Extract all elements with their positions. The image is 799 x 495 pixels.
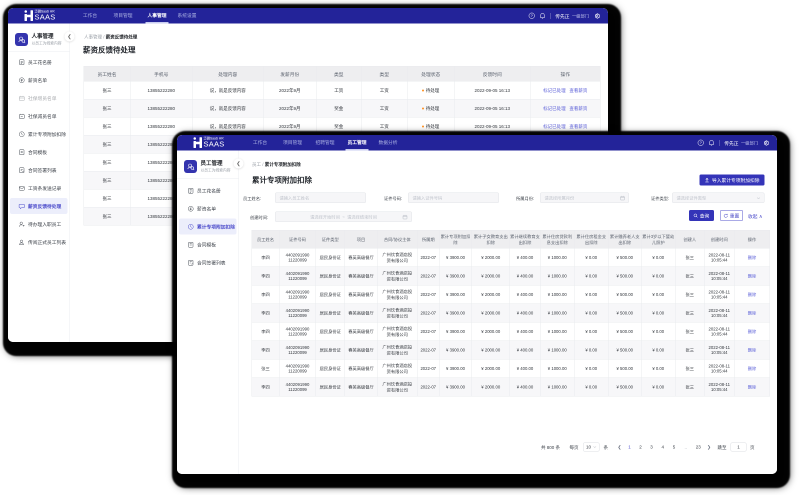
svg-text:?: ? bbox=[700, 140, 703, 145]
svg-text:?: ? bbox=[531, 13, 534, 18]
